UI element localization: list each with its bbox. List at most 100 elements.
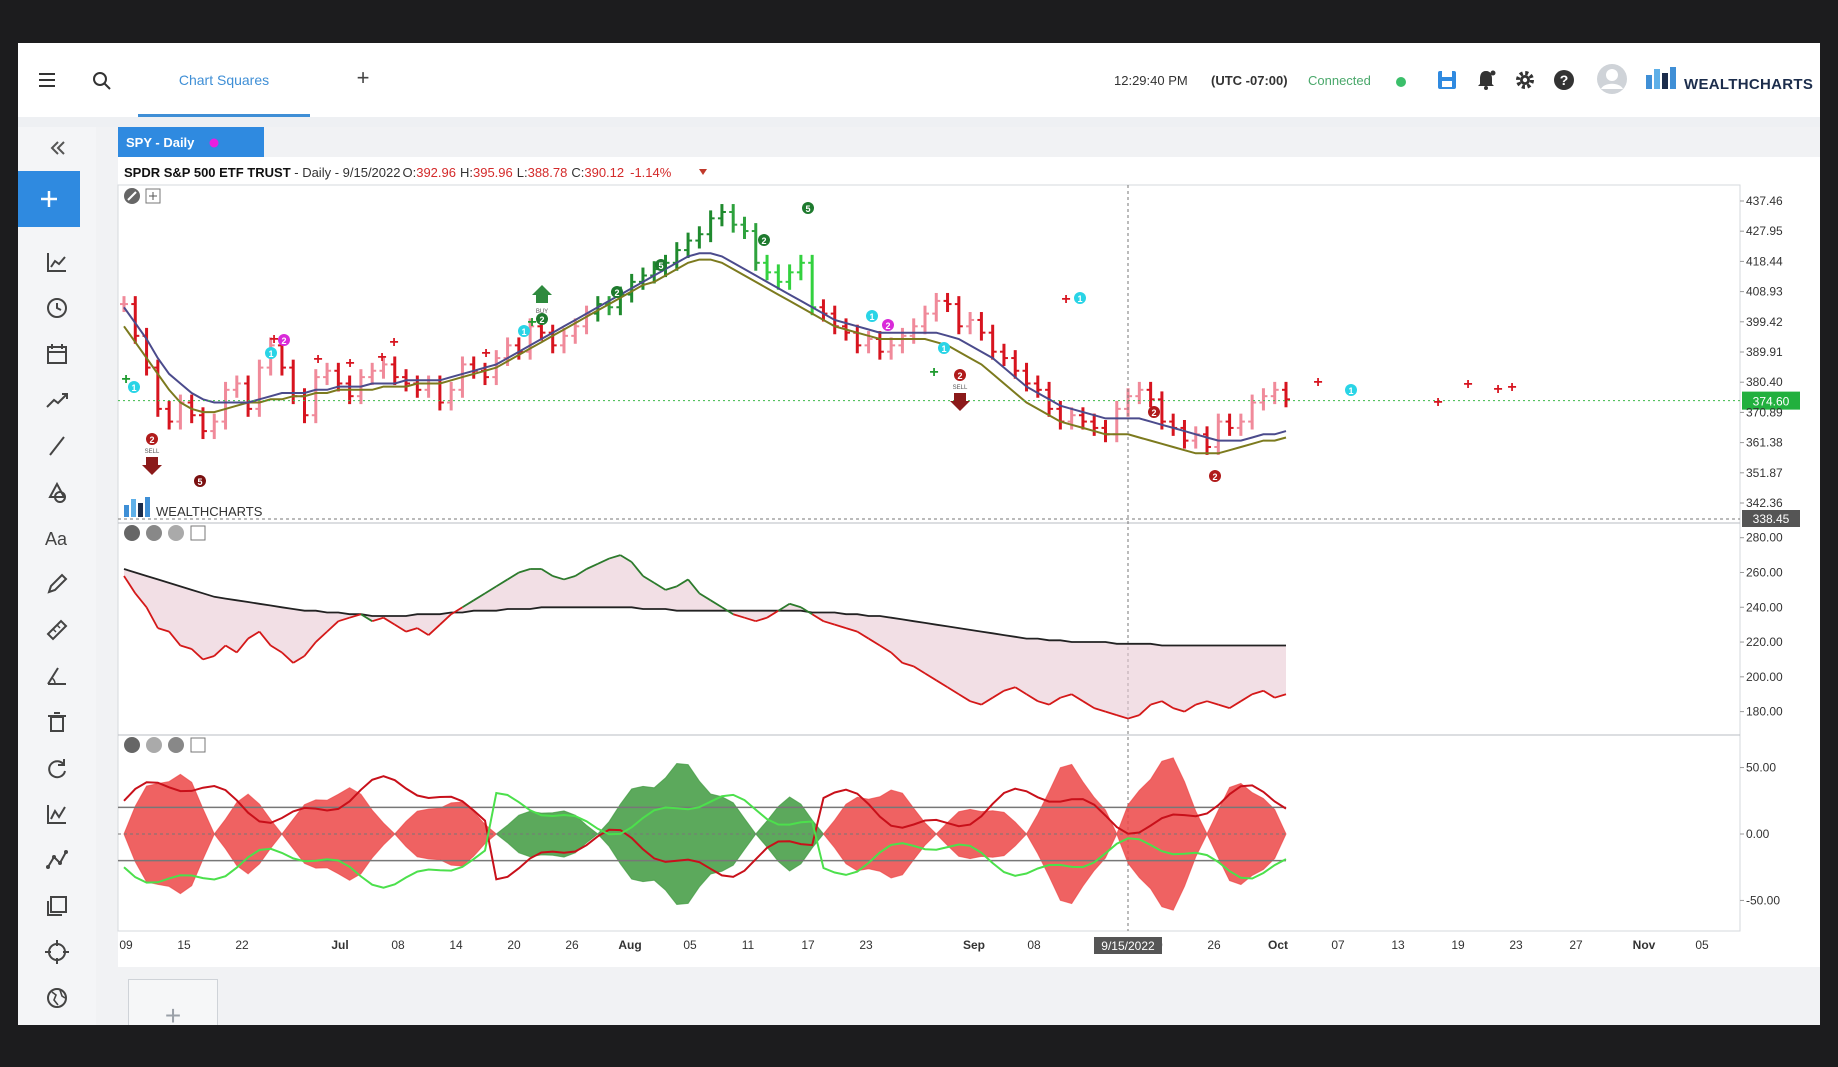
pane2-down-icon[interactable] — [146, 525, 162, 541]
axes: 437.46 427.95 418.44 408.93 399.42 389.91 380.… — [119, 194, 1783, 954]
chart-tab[interactable] — [118, 127, 264, 157]
pane2-close-icon[interactable] — [124, 525, 140, 541]
low-value: 388.78 — [528, 165, 568, 180]
indicator-icon[interactable] — [40, 797, 74, 831]
relative-strength-line-segment — [935, 679, 949, 689]
clock-icon[interactable] — [40, 291, 74, 325]
relative-strength-line-segment — [913, 665, 926, 675]
add-chart-button[interactable]: + — [128, 979, 218, 1025]
hamburger-menu-icon[interactable] — [38, 71, 58, 89]
trend-icon[interactable] — [40, 383, 74, 417]
relative-strength-line-segment — [1150, 700, 1163, 706]
price-axis-tick: 418.44 — [1746, 254, 1783, 268]
relative-strength-line-segment — [1229, 700, 1242, 709]
crosshair-price-label: 338.45 — [1753, 512, 1790, 526]
signal-number-icon — [611, 286, 623, 298]
settings-gear-icon[interactable] — [1512, 67, 1538, 93]
relative-strength-line-segment — [1138, 703, 1152, 716]
trash-icon[interactable] — [40, 705, 74, 739]
layouts-icon[interactable] — [40, 889, 74, 923]
pane2-expand-icon[interactable] — [190, 525, 206, 541]
add-tab-button[interactable]: + — [356, 65, 370, 90]
signal-number-label: 5 — [658, 261, 663, 271]
save-icon[interactable] — [1434, 67, 1460, 93]
relative-strength-line-segment — [597, 557, 610, 565]
x-axis-tick: 09 — [119, 938, 133, 952]
text-tool-icon[interactable]: Aa — [40, 521, 74, 555]
low-label: L: — [517, 165, 528, 180]
rs-axis-tick: 180.00 — [1746, 705, 1783, 719]
alerts-bell-icon[interactable] — [1473, 67, 1499, 93]
signal-number-icon — [1209, 470, 1221, 482]
relative-strength-line-segment — [586, 562, 599, 570]
relative-strength-line-segment — [145, 606, 159, 629]
sell-label: SELL — [953, 385, 968, 391]
relative-strength-line-segment — [574, 568, 588, 577]
pane2-up-icon[interactable] — [168, 525, 184, 541]
signal-number-label: 2 — [1212, 472, 1217, 482]
shapes-tool-icon[interactable] — [40, 475, 74, 509]
relative-strength-line-segment — [270, 644, 283, 654]
relative-strength-line-segment — [744, 616, 757, 623]
relative-strength-line-segment — [868, 637, 881, 647]
relative-strength-line-segment — [732, 613, 745, 619]
trendline-tool-icon[interactable] — [40, 429, 74, 463]
price-axis-tick: 370.89 — [1746, 405, 1783, 419]
crosshair-price-tag — [1742, 510, 1800, 527]
measure-tool-icon[interactable] — [40, 613, 74, 647]
price-axis-tick: 399.42 — [1746, 315, 1783, 329]
relative-strength-line-segment — [1161, 700, 1174, 709]
collapse-left-icon[interactable] — [40, 131, 74, 165]
pane3-close-icon[interactable] — [124, 737, 140, 753]
pane3-controls — [124, 737, 206, 753]
signal-plus-icon: + — [1493, 381, 1502, 398]
pane3-up-icon[interactable] — [168, 737, 184, 753]
pane3-down-icon[interactable] — [146, 737, 162, 753]
relative-strength-line-segment — [698, 592, 712, 602]
user-avatar-icon[interactable] — [1596, 63, 1628, 95]
angle-tool-icon[interactable] — [40, 659, 74, 693]
chart-canvas[interactable]: SPY - Daily SPDR S&P 500 ETF TRUST - Dai… — [96, 127, 1820, 1025]
relative-strength-line-segment — [710, 599, 723, 609]
signal-number-icon — [536, 313, 548, 325]
relative-strength-line-segment — [1071, 693, 1084, 702]
symbol-name: SPDR S&P 500 ETF TRUST — [124, 165, 291, 180]
relative-strength-line-segment — [856, 630, 870, 640]
signal-plus-icon: + — [1433, 394, 1442, 411]
svg-text:Aa: Aa — [45, 529, 68, 549]
change-down-arrow-icon — [699, 169, 707, 175]
globe-icon[interactable] — [40, 981, 74, 1015]
signal-plus-icon: + — [1463, 376, 1472, 393]
pattern-tool-icon[interactable] — [40, 843, 74, 877]
chart-type-icon[interactable] — [40, 245, 74, 279]
x-axis-tick: 13 — [1391, 938, 1405, 952]
signal-number-label: 5 — [197, 477, 202, 487]
x-axis-tick: Aug — [618, 938, 641, 952]
tab-chart-squares[interactable]: Chart Squares — [138, 43, 310, 117]
relative-strength-line-segment — [405, 627, 418, 633]
watermark-text: WEALTHCHARTS — [156, 504, 263, 519]
brush-tool-icon[interactable] — [40, 567, 74, 601]
relative-strength-line-segment — [225, 644, 238, 654]
signal-number-icon — [954, 369, 966, 381]
crosshair-icon[interactable] — [40, 935, 74, 969]
relative-strength-line-segment — [371, 616, 384, 623]
signal-number-label: 2 — [885, 321, 890, 331]
clock-time: 12:29:40 PM — [1114, 73, 1188, 88]
signal-number-icon — [1074, 292, 1086, 304]
refresh-icon[interactable] — [40, 751, 74, 785]
signal-plus-icon: + — [481, 345, 490, 362]
svg-text:?: ? — [1560, 72, 1569, 88]
pane3-expand-icon[interactable] — [190, 737, 206, 753]
relative-strength-line-segment — [326, 620, 339, 633]
help-icon[interactable]: ? — [1551, 67, 1577, 93]
relative-strength-line-segment — [439, 613, 452, 626]
calendar-icon[interactable] — [40, 337, 74, 371]
signal-number-icon — [802, 202, 814, 214]
search-icon[interactable] — [92, 71, 112, 91]
x-axis-tick: 27 — [1569, 938, 1583, 952]
relative-strength-line-segment — [902, 662, 914, 668]
add-indicator-button[interactable] — [18, 171, 80, 227]
relative-strength-line-segment — [980, 696, 994, 706]
relative-strength-line-segment — [676, 578, 689, 588]
